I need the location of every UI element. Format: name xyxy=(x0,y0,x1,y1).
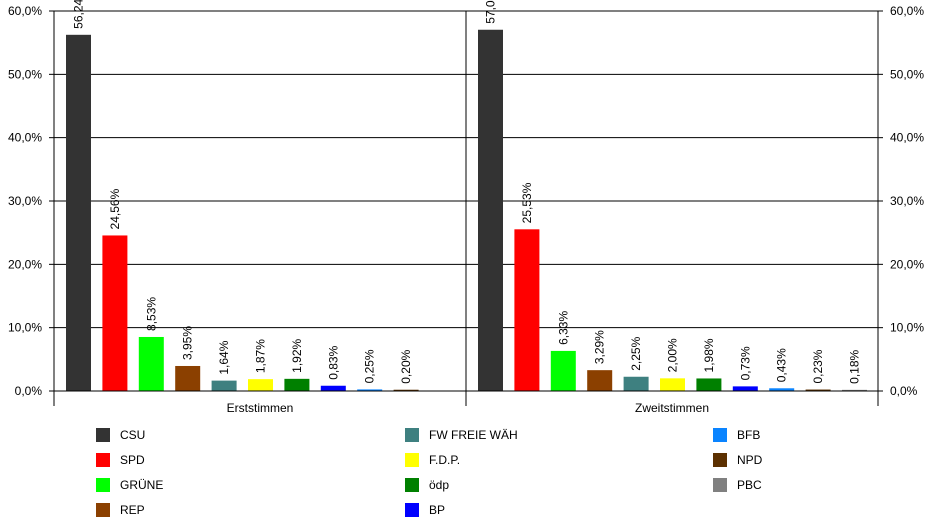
bar-rep xyxy=(587,370,613,391)
data-label: 3,95% xyxy=(181,326,195,360)
data-label: 1,92% xyxy=(290,338,304,372)
y-tick-label: 30,0% xyxy=(890,194,924,208)
data-label: 2,25% xyxy=(629,336,643,370)
data-label: 0,18% xyxy=(848,350,862,384)
data-label: 0,73% xyxy=(738,346,752,380)
data-label: 6,33% xyxy=(556,311,570,345)
data-label: 1,98% xyxy=(702,338,716,372)
data-label: 0,43% xyxy=(775,348,789,382)
data-label: 1,64% xyxy=(217,340,231,374)
y-tick-label: 40,0% xyxy=(8,131,42,145)
y-tick-label: 50,0% xyxy=(890,67,924,81)
y-tick-label: 0,0% xyxy=(15,384,43,398)
group-labels: Erststimmen Zweitstimmen xyxy=(227,401,709,415)
y-tick-label: 20,0% xyxy=(8,257,42,271)
y-tick-label: 30,0% xyxy=(8,194,42,208)
data-label: 56,24% xyxy=(72,0,86,29)
data-label: 57,04% xyxy=(484,0,498,24)
data-label: 8,53% xyxy=(144,297,158,331)
bar-spd xyxy=(102,235,128,391)
bars xyxy=(66,29,867,392)
group-label: Erststimmen xyxy=(227,401,294,415)
bar-ödp xyxy=(696,378,722,391)
bar-bfb xyxy=(769,388,795,391)
bar-bfb xyxy=(357,389,383,391)
data-label: 1,87% xyxy=(254,339,268,373)
bar-npd xyxy=(393,389,419,391)
bar-ödp xyxy=(284,378,310,391)
group-label: Zweitstimmen xyxy=(635,401,709,415)
y-tick-label: 50,0% xyxy=(8,67,42,81)
axes xyxy=(53,11,879,406)
bar-f-d-p- xyxy=(660,378,685,391)
bar-fw-freie-wäh xyxy=(623,376,649,391)
bar-spd xyxy=(514,229,540,391)
bar-npd xyxy=(805,389,831,391)
bar-grüne xyxy=(138,336,164,391)
y-tick-label: 10,0% xyxy=(890,321,924,335)
y-tick-label: 0,0% xyxy=(890,384,918,398)
data-label: 0,23% xyxy=(811,349,825,383)
data-label: 0,83% xyxy=(326,345,340,379)
y-axis-right: 0,0% 10,0% 20,0% 30,0% 40,0% 50,0% 60,0% xyxy=(878,4,924,398)
data-label: 2,00% xyxy=(666,338,680,372)
bar-csu xyxy=(478,29,503,391)
y-tick-label: 40,0% xyxy=(890,131,924,145)
bar-bp xyxy=(732,386,758,391)
data-label: 24,56% xyxy=(108,188,122,229)
y-tick-label: 10,0% xyxy=(8,321,42,335)
y-tick-label: 20,0% xyxy=(890,257,924,271)
data-label: 0,25% xyxy=(363,349,377,383)
data-label: 3,29% xyxy=(593,330,607,364)
bar-bp xyxy=(320,385,346,391)
bar-f-d-p- xyxy=(248,379,273,391)
bar-fw-freie-wäh xyxy=(211,380,237,391)
y-axis-left: 0,0% 10,0% 20,0% 30,0% 40,0% 50,0% 60,0% xyxy=(8,4,54,398)
bar-rep xyxy=(175,365,201,391)
bar-grüne xyxy=(550,350,576,391)
bar-csu xyxy=(66,34,91,392)
y-tick-label: 60,0% xyxy=(8,4,42,18)
data-label: 25,53% xyxy=(520,182,534,223)
bar-pbc xyxy=(842,389,867,391)
data-label: 0,20% xyxy=(399,349,413,383)
y-tick-label: 60,0% xyxy=(890,4,924,18)
data-labels: 56,24% 24,56% 8,53% 3,95% 1,64% 1,87% 1,92% 0,8… xyxy=(72,0,862,384)
